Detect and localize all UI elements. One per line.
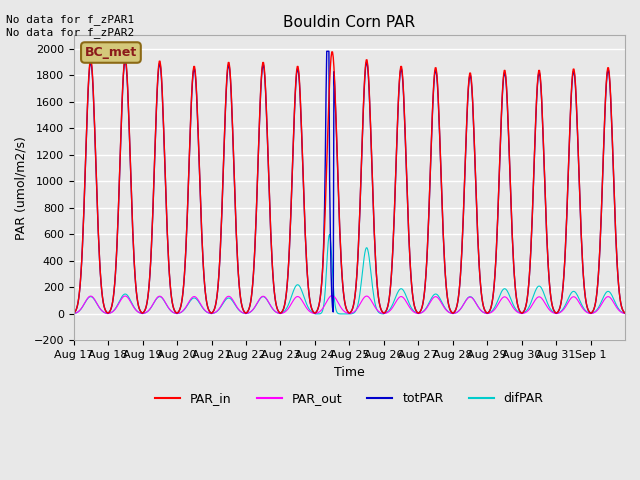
PAR_out xyxy=(236,308,244,313)
PAR_out xyxy=(70,311,77,316)
difPAR xyxy=(284,303,292,309)
Line: difPAR: difPAR xyxy=(74,235,625,314)
difPAR xyxy=(438,300,446,306)
PAR_out xyxy=(284,306,292,312)
difPAR xyxy=(70,311,77,316)
Text: BC_met: BC_met xyxy=(85,46,137,59)
PAR_out xyxy=(263,297,271,302)
Legend: PAR_in, PAR_out, totPAR, difPAR: PAR_in, PAR_out, totPAR, difPAR xyxy=(150,387,548,410)
difPAR xyxy=(408,305,415,311)
totPAR xyxy=(449,310,457,316)
PAR_out xyxy=(621,311,629,316)
difPAR xyxy=(134,309,142,315)
PAR_in xyxy=(449,310,457,316)
Line: PAR_in: PAR_in xyxy=(74,52,625,313)
difPAR xyxy=(326,232,333,238)
totPAR xyxy=(407,272,415,277)
Title: Bouldin Corn PAR: Bouldin Corn PAR xyxy=(284,15,415,30)
difPAR xyxy=(345,311,353,317)
Y-axis label: PAR (umol/m2/s): PAR (umol/m2/s) xyxy=(15,136,28,240)
PAR_in xyxy=(328,49,335,55)
totPAR xyxy=(263,127,271,133)
X-axis label: Time: Time xyxy=(334,366,365,379)
PAR_in xyxy=(70,310,77,316)
totPAR xyxy=(284,272,292,277)
totPAR xyxy=(323,48,331,54)
PAR_in xyxy=(438,192,445,197)
PAR_out xyxy=(328,293,335,299)
totPAR xyxy=(621,310,629,316)
totPAR xyxy=(70,310,77,316)
Text: No data for f_zPAR1
No data for f_zPAR2: No data for f_zPAR1 No data for f_zPAR2 xyxy=(6,14,134,38)
PAR_in xyxy=(407,271,415,277)
PAR_out xyxy=(449,311,457,316)
PAR_in xyxy=(134,303,142,309)
PAR_in xyxy=(284,271,292,277)
PAR_in xyxy=(621,310,629,316)
PAR_in xyxy=(263,125,271,131)
difPAR xyxy=(621,311,629,316)
Line: totPAR: totPAR xyxy=(74,51,625,313)
Line: PAR_out: PAR_out xyxy=(74,296,625,313)
PAR_out xyxy=(438,300,445,306)
totPAR xyxy=(134,303,142,309)
difPAR xyxy=(263,297,271,303)
totPAR xyxy=(236,289,244,295)
PAR_out xyxy=(134,310,142,315)
PAR_out xyxy=(407,306,415,312)
totPAR xyxy=(438,193,445,199)
PAR_in xyxy=(236,288,244,294)
difPAR xyxy=(236,308,244,314)
